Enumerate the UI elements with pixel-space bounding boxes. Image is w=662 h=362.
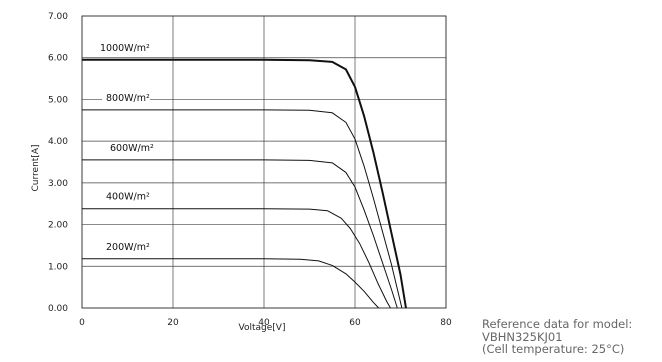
note-line-2: VBHN325KJ01 <box>482 329 563 344</box>
y-tick-label: 0.00 <box>48 304 68 314</box>
y-tick-label: 7.00 <box>48 12 68 22</box>
x-tick-label: 0 <box>79 318 85 328</box>
curves <box>82 58 407 309</box>
series-label-bg <box>96 41 150 54</box>
series-label: 200W/m² <box>106 242 150 253</box>
series-label-bg <box>102 91 150 104</box>
series-label: 800W/m² <box>106 93 150 104</box>
y-tick-label: 4.00 <box>48 137 68 147</box>
x-tick-label: 80 <box>440 318 452 328</box>
x-tick-label: 40 <box>258 318 270 328</box>
curve-800W/m² <box>82 109 403 309</box>
ticks: 0 20 40 60 80 0.00 1.00 2.00 3.00 4.00 5.00 6.00 7.0… <box>48 12 452 328</box>
reference-note: Reference data for model: VBHN325KJ01 (C… <box>482 318 632 356</box>
series-label: 1000W/m² <box>100 43 150 54</box>
curve-200W/m² <box>82 258 380 309</box>
x-axis-title: Voltage[V] <box>239 323 286 333</box>
y-axis-title: Current[A] <box>31 145 41 192</box>
y-tick-label: 6.00 <box>48 54 68 64</box>
curve-1000W/m² <box>82 58 407 309</box>
note-line-1: Reference data for model: <box>482 317 633 331</box>
series-labels: 1000W/m² 800W/m² 600W/m² 400W/m² 200W/m² <box>96 41 154 253</box>
y-tick-label: 2.00 <box>48 221 68 231</box>
plot-frame <box>81 15 447 309</box>
series-label: 400W/m² <box>106 192 150 203</box>
x-tick-label: 20 <box>167 318 179 328</box>
series-label-bg <box>106 141 154 154</box>
series-label-bg <box>102 240 150 253</box>
x-tick-label: 60 <box>349 318 361 328</box>
y-tick-label: 3.00 <box>48 179 68 189</box>
series-label-bg <box>102 190 150 203</box>
curve-600W/m² <box>82 159 398 309</box>
series-label: 600W/m² <box>110 143 154 154</box>
y-tick-label: 5.00 <box>48 95 68 105</box>
curve-400W/m² <box>82 208 391 309</box>
y-tick-label: 1.00 <box>48 262 68 272</box>
note-line-3: (Cell temperature: 25°C) <box>482 342 625 356</box>
